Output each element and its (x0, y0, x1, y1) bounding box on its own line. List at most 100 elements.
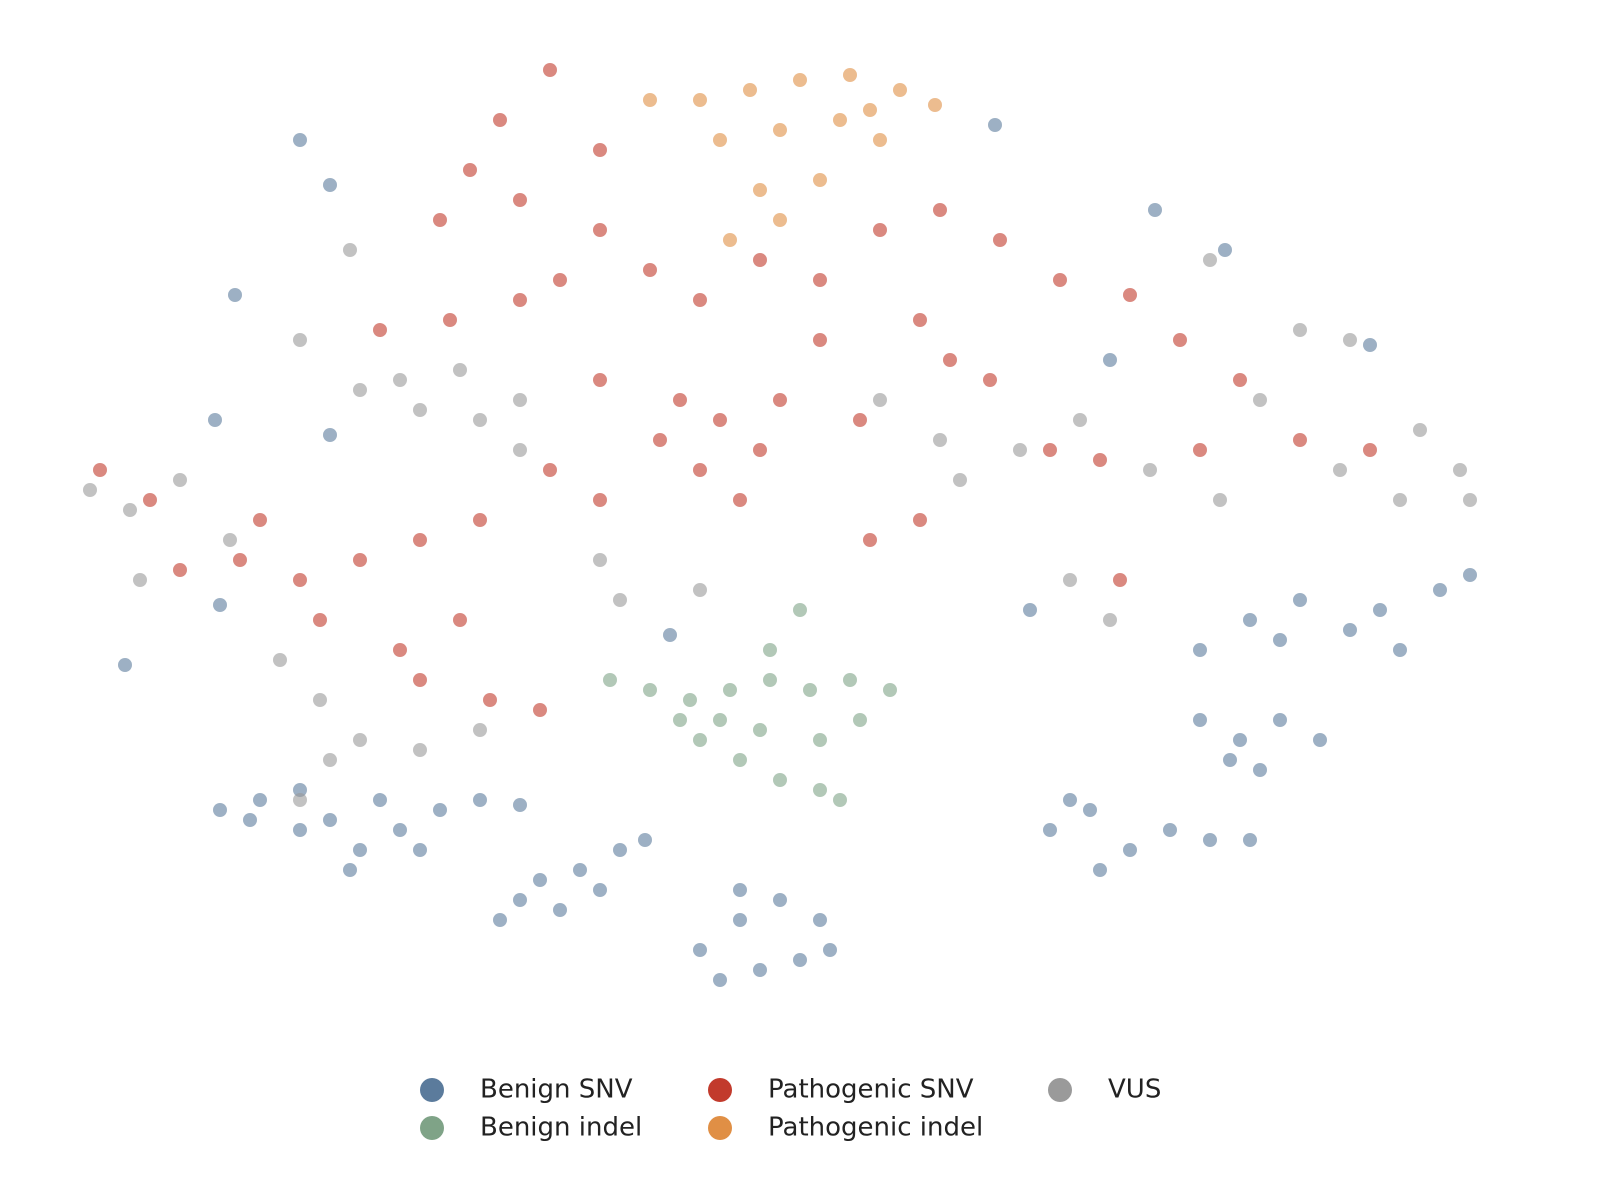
point (893, 83, 907, 97)
legend-marker (1048, 1078, 1072, 1102)
point (593, 883, 607, 897)
point (1193, 713, 1207, 727)
point (1063, 793, 1077, 807)
point (1453, 463, 1467, 477)
point (313, 613, 327, 627)
point (673, 713, 687, 727)
point (1413, 423, 1427, 437)
point (763, 673, 777, 687)
point (313, 693, 327, 707)
point (1203, 253, 1217, 267)
point (543, 63, 557, 77)
point (293, 333, 307, 347)
point (1143, 463, 1157, 477)
point (493, 913, 507, 927)
point (733, 753, 747, 767)
point (1203, 833, 1217, 847)
point (843, 673, 857, 687)
point (323, 178, 337, 192)
legend-marker (708, 1078, 732, 1102)
point (833, 793, 847, 807)
legend-label: Benign SNV (480, 1075, 633, 1105)
point (813, 913, 827, 927)
point (213, 598, 227, 612)
point (713, 973, 727, 987)
point (1043, 443, 1057, 457)
point (933, 203, 947, 217)
point (453, 613, 467, 627)
point (353, 733, 367, 747)
point (373, 323, 387, 337)
point (513, 193, 527, 207)
point (453, 363, 467, 377)
point (1218, 243, 1232, 257)
point (223, 533, 237, 547)
point (753, 723, 767, 737)
point (1293, 433, 1307, 447)
point (1273, 713, 1287, 727)
point (573, 863, 587, 877)
point (393, 823, 407, 837)
point (663, 628, 677, 642)
point (173, 563, 187, 577)
point (803, 683, 817, 697)
point (653, 433, 667, 447)
legend-marker (708, 1116, 732, 1140)
point (553, 903, 567, 917)
point (723, 683, 737, 697)
point (353, 383, 367, 397)
point (1043, 823, 1057, 837)
point (343, 243, 357, 257)
point (293, 783, 307, 797)
point (753, 443, 767, 457)
point (433, 213, 447, 227)
point (873, 133, 887, 147)
point (638, 833, 652, 847)
point (883, 683, 897, 697)
point (1123, 843, 1137, 857)
point (373, 793, 387, 807)
point (1253, 393, 1267, 407)
point (793, 603, 807, 617)
point (753, 183, 767, 197)
point (513, 893, 527, 907)
point (433, 803, 447, 817)
point (993, 233, 1007, 247)
point (93, 463, 107, 477)
point (1013, 443, 1027, 457)
point (1063, 573, 1077, 587)
point (693, 943, 707, 957)
point (763, 643, 777, 657)
legend-marker (420, 1078, 444, 1102)
point (1333, 463, 1347, 477)
point (643, 263, 657, 277)
point (463, 163, 477, 177)
point (1053, 273, 1067, 287)
point (813, 273, 827, 287)
point (953, 473, 967, 487)
point (813, 173, 827, 187)
point (1193, 643, 1207, 657)
point (733, 493, 747, 507)
point (1373, 603, 1387, 617)
point (1173, 333, 1187, 347)
point (1363, 338, 1377, 352)
point (743, 83, 757, 97)
point (613, 843, 627, 857)
point (863, 103, 877, 117)
point (233, 553, 247, 567)
point (533, 873, 547, 887)
point (243, 813, 257, 827)
point (173, 473, 187, 487)
point (643, 93, 657, 107)
point (228, 288, 242, 302)
point (323, 813, 337, 827)
point (913, 513, 927, 527)
point (773, 773, 787, 787)
point (1083, 803, 1097, 817)
point (513, 293, 527, 307)
point (713, 713, 727, 727)
point (603, 673, 617, 687)
point (683, 693, 697, 707)
point (143, 493, 157, 507)
